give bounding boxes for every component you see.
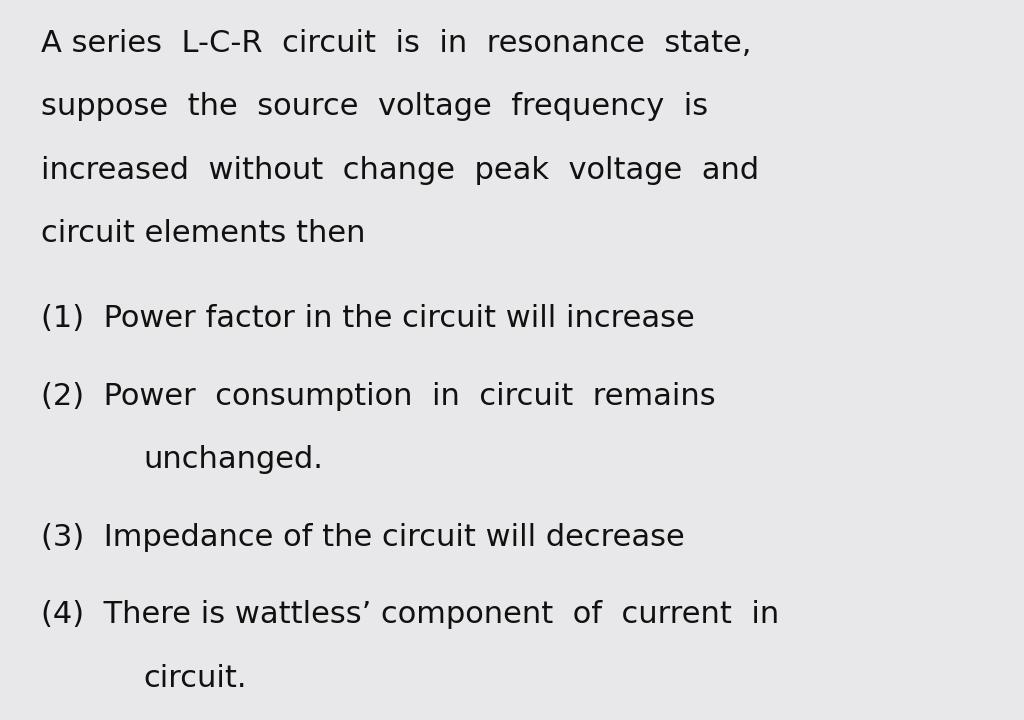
Text: suppose  the  source  voltage  frequency  is: suppose the source voltage frequency is [41,92,708,121]
Text: circuit elements then: circuit elements then [41,219,366,248]
Text: (3)  Impedance of the circuit will decrease: (3) Impedance of the circuit will decrea… [41,523,685,552]
Text: (2)  Power  consumption  in  circuit  remains: (2) Power consumption in circuit remains [41,382,716,410]
Text: (4)  There is wattless’ component  of  current  in: (4) There is wattless’ component of curr… [41,600,779,629]
Text: circuit.: circuit. [143,664,247,693]
Text: unchanged.: unchanged. [143,445,324,474]
Text: increased  without  change  peak  voltage  and: increased without change peak voltage an… [41,156,759,184]
Text: A series  L-C-R  circuit  is  in  resonance  state,: A series L-C-R circuit is in resonance s… [41,29,752,58]
Text: (1)  Power factor in the circuit will increase: (1) Power factor in the circuit will inc… [41,304,694,333]
